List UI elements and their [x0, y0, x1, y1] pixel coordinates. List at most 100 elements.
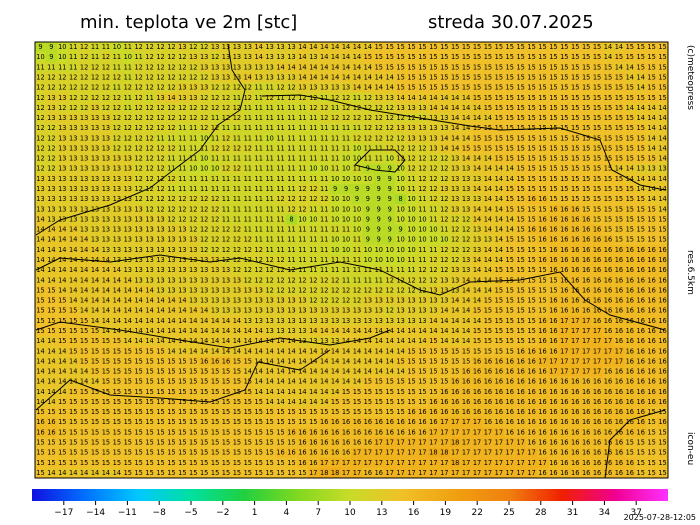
cell-value: 15: [407, 53, 415, 61]
cell-value: 13: [407, 124, 415, 132]
cell-value: 15: [506, 53, 514, 61]
cell: [406, 417, 418, 428]
cell-value: 13: [124, 175, 132, 183]
cell-value: 13: [222, 63, 230, 71]
cell: [362, 386, 374, 398]
cell-value: 11: [113, 63, 121, 71]
cell: [176, 467, 189, 479]
cell: [286, 376, 298, 388]
cell-value: 14: [58, 368, 66, 376]
cell-value: 16: [560, 449, 568, 457]
cell: [122, 102, 134, 114]
cell-value: 15: [473, 327, 481, 335]
cell: [100, 112, 112, 124]
cell: [220, 447, 232, 459]
cell: [624, 52, 636, 63]
cell-value: 14: [462, 327, 470, 335]
cell: [253, 204, 265, 215]
cell-value: 12: [222, 144, 230, 152]
cell-value: 11: [287, 236, 295, 244]
cell-value: 16: [604, 368, 612, 376]
cell: [493, 346, 505, 357]
cell: [504, 467, 516, 479]
cell-value: 14: [47, 388, 55, 396]
cell-value: 17: [342, 459, 350, 467]
cell-value: 13: [124, 165, 132, 173]
cell: [657, 275, 669, 286]
cell: [122, 173, 134, 185]
cell: [537, 42, 549, 53]
cell-value: 15: [593, 185, 601, 193]
cell: [242, 52, 254, 63]
cell-value: 16: [582, 428, 590, 436]
cell: [416, 467, 429, 479]
cell: [45, 325, 58, 337]
cell-value: 13: [156, 215, 164, 223]
cell: [416, 82, 429, 93]
cell-value: 14: [91, 307, 99, 315]
cell-value: 12: [440, 175, 448, 183]
cell: [253, 285, 265, 296]
cell: [547, 315, 560, 327]
cell-value: 15: [244, 378, 252, 386]
cell: [438, 224, 451, 235]
cell: [35, 52, 47, 63]
cell: [558, 133, 571, 144]
cell-value: 15: [156, 398, 164, 406]
cell-value: 11: [320, 175, 328, 183]
cell-value: 11: [276, 155, 284, 163]
cell-value: 15: [396, 63, 404, 71]
cell-value: 16: [506, 388, 514, 396]
cell-value: 16: [429, 408, 437, 416]
cell: [406, 72, 418, 83]
cell-value: 12: [156, 144, 164, 152]
cell: [318, 204, 330, 215]
cell: [460, 173, 472, 185]
cell-value: 15: [364, 388, 372, 396]
cell: [122, 183, 134, 195]
cell: [340, 72, 352, 83]
cell: [558, 437, 571, 448]
cell: [231, 112, 243, 124]
cell-value: 15: [200, 418, 208, 426]
cell-value: 16: [560, 408, 568, 416]
cell-value: 15: [593, 155, 601, 163]
cell-value: 13: [178, 256, 186, 264]
cell: [296, 265, 309, 276]
cell: [624, 265, 636, 276]
cell: [122, 376, 134, 388]
cell-value: 15: [145, 449, 153, 457]
cell: [165, 305, 178, 317]
cell-value: 16: [527, 347, 535, 355]
cell-value: 11: [265, 226, 273, 234]
cell: [482, 62, 494, 73]
cell-value: 16: [571, 205, 579, 213]
cell: [427, 295, 440, 306]
cell: [122, 285, 134, 296]
cell-value: 15: [396, 53, 404, 61]
cell-value: 14: [429, 104, 437, 112]
cell: [482, 102, 494, 114]
cell: [67, 336, 79, 347]
cell-value: 14: [451, 144, 459, 152]
cell-value: 11: [244, 114, 252, 122]
cell-value: 14: [36, 378, 44, 386]
cell: [537, 265, 549, 276]
cell: [416, 42, 429, 53]
cell-value: 12: [134, 63, 142, 71]
cell: [537, 92, 549, 104]
cell-value: 13: [222, 307, 230, 315]
cell-value: 12: [265, 276, 273, 284]
cell-value: 14: [58, 378, 66, 386]
cell-value: 16: [560, 459, 568, 467]
cell-value: 14: [451, 297, 459, 305]
cell-value: 15: [375, 43, 383, 51]
cell-value: 16: [615, 439, 623, 447]
cell: [657, 72, 669, 83]
cell: [340, 143, 352, 154]
cell-value: 12: [36, 104, 44, 112]
cell: [340, 275, 352, 286]
cell-value: 16: [647, 276, 655, 284]
cell-value: 14: [265, 388, 273, 396]
cell-value: 16: [582, 418, 590, 426]
